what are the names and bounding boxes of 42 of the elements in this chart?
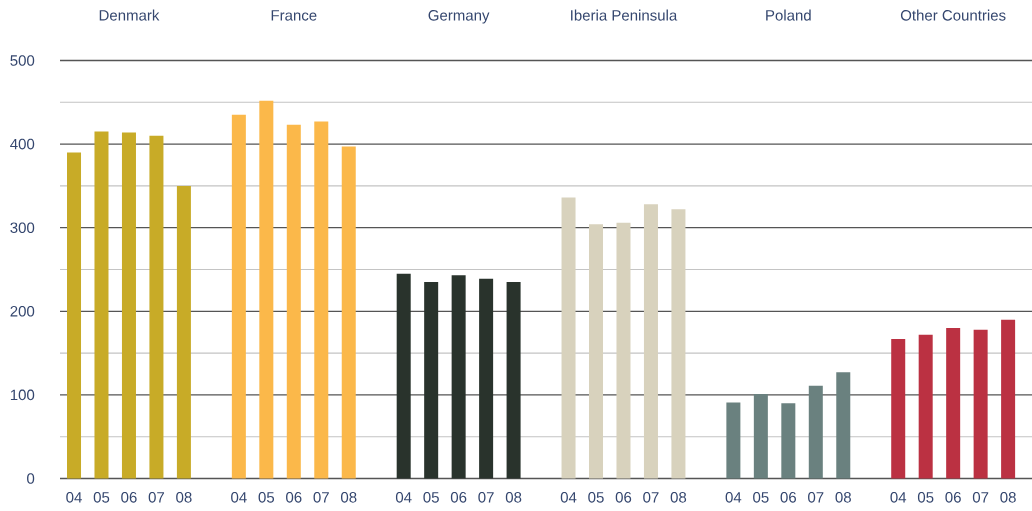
text: 05 — [258, 492, 275, 503]
x-tick-label: Denmark — [99, 9, 160, 21]
text: 06 — [780, 492, 797, 503]
text: 06 — [121, 492, 137, 503]
y-tick-label: 0 — [27, 473, 35, 484]
series-label: 07 — [478, 492, 494, 503]
y-tick-label: 100 — [10, 389, 35, 401]
text: 07 — [808, 492, 824, 503]
text: 07 — [313, 492, 329, 503]
text: 08 — [835, 492, 851, 503]
text: 05 — [917, 492, 934, 503]
text: 04 — [560, 492, 577, 503]
text: 08 — [176, 492, 192, 503]
series-label: 04 — [66, 492, 82, 503]
text: 04 — [890, 492, 907, 503]
text: 07 — [972, 492, 989, 503]
x-tick-label: Other Countries — [900, 9, 1006, 21]
text: 06 — [945, 492, 961, 503]
y-tick-label: 300 — [10, 222, 35, 233]
y-tick-label: 500 — [10, 55, 35, 66]
text: 07 — [643, 492, 659, 503]
text: 04 — [395, 492, 412, 503]
text: 06 — [450, 492, 467, 503]
text: 06 — [286, 492, 302, 503]
x-tick-label: Germany — [428, 10, 490, 24]
series-label: 08 — [505, 492, 522, 503]
text: 08 — [341, 492, 357, 503]
text: 08 — [670, 492, 687, 503]
x-tick-label: France — [271, 10, 317, 21]
text: 04 — [231, 492, 247, 503]
text: 05 — [93, 492, 110, 503]
series-label: 05 — [753, 492, 769, 503]
text: 07 — [148, 492, 165, 503]
x-tick-label: Iberia Peninsula — [571, 9, 678, 21]
text: 05 — [588, 492, 604, 503]
y-tick-label: 200 — [10, 305, 35, 317]
series-label: 06 — [615, 492, 632, 503]
text: 05 — [423, 492, 439, 503]
text: 08 — [1000, 492, 1016, 503]
x-tick-label: Poland — [766, 9, 811, 21]
y-tick-label: 400 — [10, 138, 35, 150]
text: 04 — [725, 492, 742, 503]
